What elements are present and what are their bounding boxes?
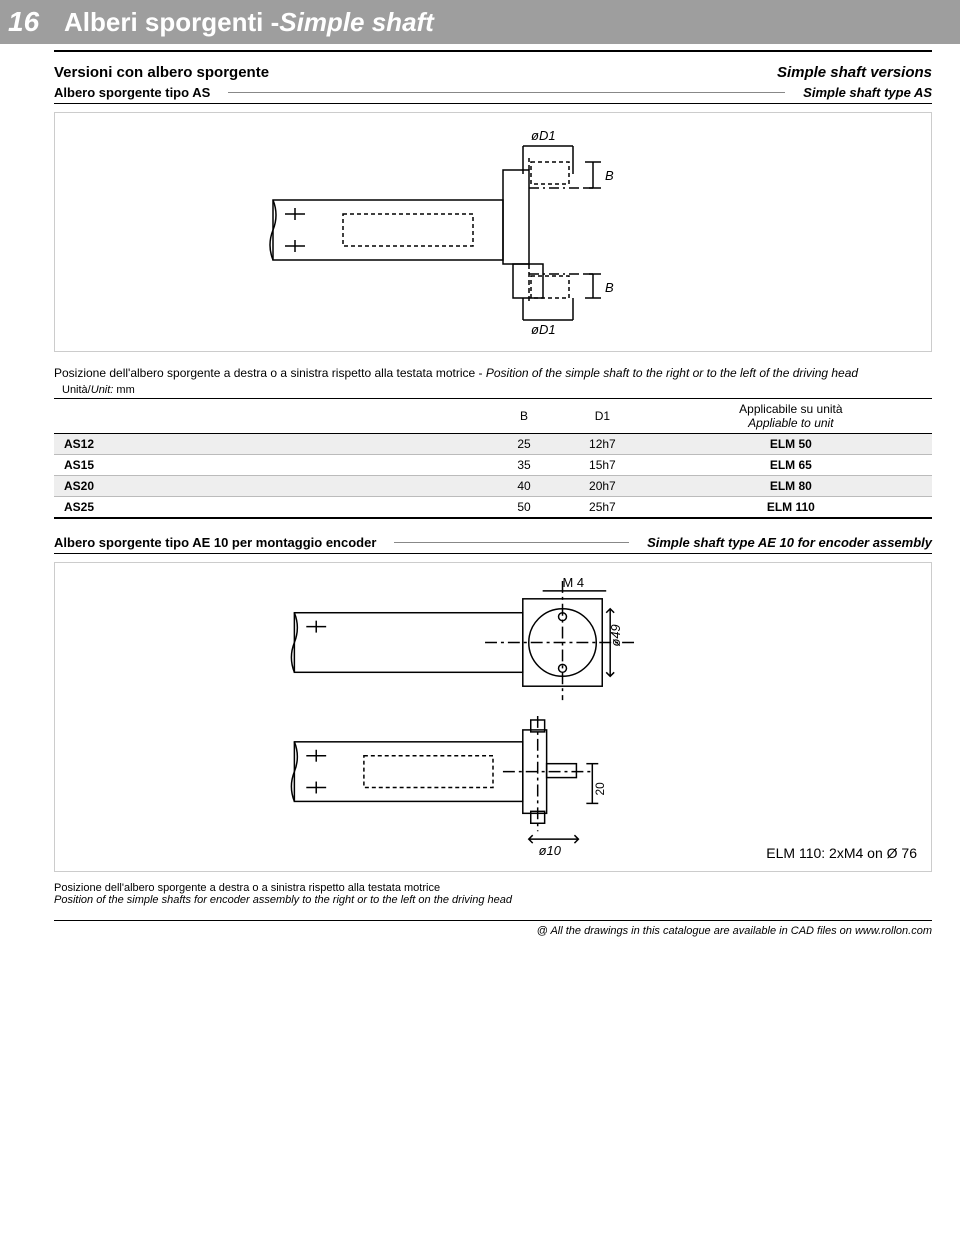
section1-left: Versioni con albero sporgente <box>54 64 269 81</box>
drawing-as: øD1 <box>233 122 753 342</box>
cell-unit: ELM 50 <box>650 434 932 455</box>
cell-label: AS15 <box>54 455 493 476</box>
col-app-it: Applicabile su unità <box>739 402 842 416</box>
caption2-it: Posizione dell'albero sporgente a destra… <box>54 882 440 894</box>
page-header: 16 Alberi sporgenti - Simple shaft <box>0 0 960 44</box>
cell-b: 40 <box>493 476 555 497</box>
table-as: B D1 Applicabile su unità Appliable to u… <box>54 399 932 519</box>
label-d1-bot: øD1 <box>531 322 556 337</box>
page-title: Alberi sporgenti - Simple shaft <box>50 0 960 44</box>
section2-sub-right: Simple shaft type AE 10 for encoder asse… <box>647 535 932 550</box>
title-italian: Alberi sporgenti - <box>64 7 279 38</box>
page-content: Versioni con albero sporgente Simple sha… <box>0 50 960 949</box>
table-row: AS12 25 12h7 ELM 50 <box>54 434 932 455</box>
cell-d1: 12h7 <box>555 434 650 455</box>
label-m4: M 4 <box>563 575 585 590</box>
col-d1: D1 <box>555 399 650 434</box>
label-d10: ø10 <box>539 843 562 858</box>
unit-it: Unità/ <box>62 384 91 396</box>
section1-right: Simple shaft versions <box>777 64 932 81</box>
title-english: Simple shaft <box>279 7 434 38</box>
cell-d1: 20h7 <box>555 476 650 497</box>
label-b-top: B <box>605 168 614 183</box>
table-row: AS20 40 20h7 ELM 80 <box>54 476 932 497</box>
section1-sub-left: Albero sporgente tipo AS <box>54 85 210 100</box>
header-rule <box>54 50 932 52</box>
label-20: 20 <box>593 782 607 796</box>
cell-d1: 15h7 <box>555 455 650 476</box>
caption2: Posizione dell'albero sporgente a destra… <box>54 882 932 906</box>
cell-unit: ELM 80 <box>650 476 932 497</box>
unit-en: Unit: <box>91 384 114 396</box>
elm-note: ELM 110: 2xM4 on Ø 76 <box>766 845 917 861</box>
cell-unit: ELM 65 <box>650 455 932 476</box>
cell-b: 25 <box>493 434 555 455</box>
caption1-en: Position of the simple shaft to the righ… <box>486 366 858 380</box>
col-app-en: Appliable to unit <box>656 416 926 430</box>
caption2-en: Position of the simple shafts for encode… <box>54 894 932 906</box>
unit-label: Unità/Unit: mm <box>62 384 135 396</box>
figure-as: øD1 <box>54 112 932 352</box>
label-d1-top: øD1 <box>531 128 556 143</box>
footer-text: @ All the drawings in this catalogue are… <box>537 925 932 937</box>
section1-subrow: Albero sporgente tipo AS Simple shaft ty… <box>54 85 932 104</box>
page-footer: @ All the drawings in this catalogue are… <box>54 920 932 937</box>
divider <box>228 92 785 93</box>
figure-ae: M 4 ø49 <box>54 562 932 872</box>
cell-label: AS20 <box>54 476 493 497</box>
caption1: Posizione dell'albero sporgente a destra… <box>54 366 932 380</box>
col-applic: Applicabile su unità Appliable to unit <box>650 399 932 434</box>
section2-sub-left: Albero sporgente tipo AE 10 per montaggi… <box>54 535 376 550</box>
cell-unit: ELM 110 <box>650 497 932 519</box>
divider <box>394 542 629 543</box>
cell-label: AS25 <box>54 497 493 519</box>
section1-sub-right: Simple shaft type AS <box>803 85 932 100</box>
cell-b: 50 <box>493 497 555 519</box>
cell-label: AS12 <box>54 434 493 455</box>
col-b: B <box>493 399 555 434</box>
cell-b: 35 <box>493 455 555 476</box>
section2-subrow: Albero sporgente tipo AE 10 per montaggi… <box>54 535 932 554</box>
caption1-it: Posizione dell'albero sporgente a destra… <box>54 366 486 380</box>
drawing-ae: M 4 ø49 <box>233 573 753 861</box>
page-number: 16 <box>0 0 50 44</box>
table-row: AS15 35 15h7 ELM 65 <box>54 455 932 476</box>
table-row: AS25 50 25h7 ELM 110 <box>54 497 932 519</box>
cell-d1: 25h7 <box>555 497 650 519</box>
unit-row: Unità/Unit: mm <box>54 382 932 399</box>
unit-val: mm <box>113 384 134 396</box>
label-b-bot: B <box>605 280 614 295</box>
section1-titles: Versioni con albero sporgente Simple sha… <box>54 64 932 81</box>
